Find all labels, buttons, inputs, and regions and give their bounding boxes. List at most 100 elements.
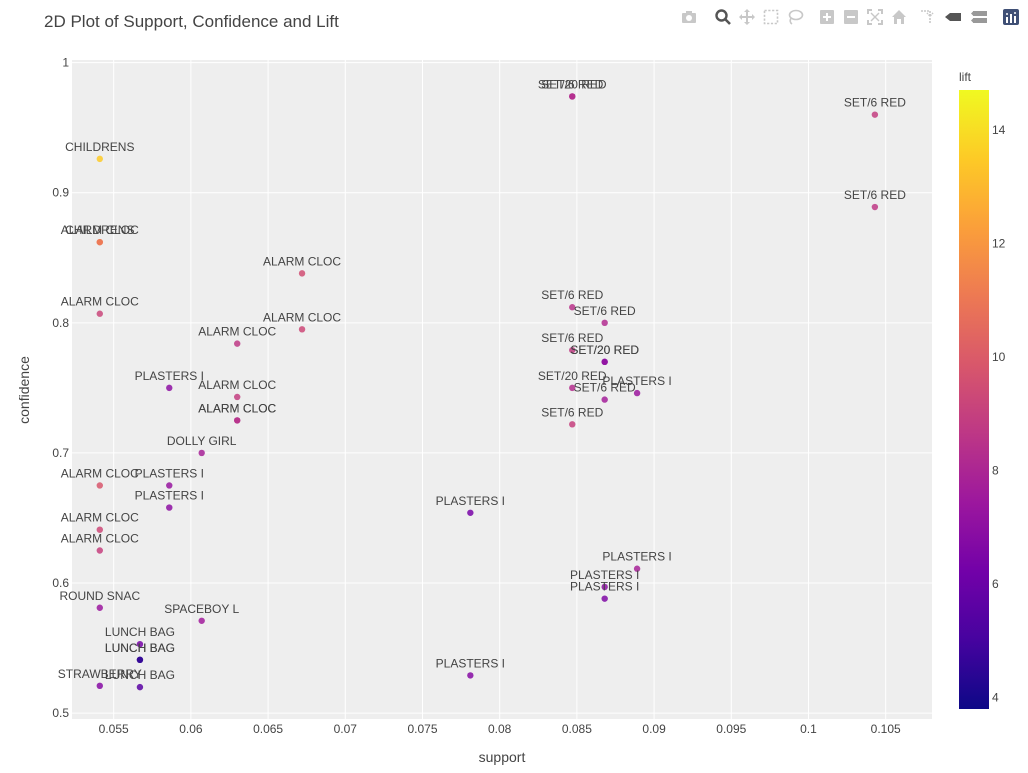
point-label: SET/6 RED	[574, 381, 636, 395]
point-label: PLASTERS I	[135, 489, 204, 503]
point-label: ROUND SNAC	[59, 589, 140, 603]
scatter-point[interactable]	[633, 565, 641, 572]
point-label: PLASTERS I	[570, 568, 639, 582]
scatter-point[interactable]	[96, 238, 103, 246]
point-label: SET/20 RED	[538, 77, 607, 91]
scatter-point[interactable]	[96, 547, 103, 554]
scatter-point[interactable]	[96, 155, 103, 163]
point-label: LUNCH BAG	[105, 641, 175, 655]
point-label: LUNCH BAG	[105, 668, 175, 682]
point-label: SET/6 RED	[541, 77, 603, 91]
scatter-point[interactable]	[136, 640, 144, 648]
point-label: SET/20 RED	[570, 343, 639, 357]
scatter-point[interactable]	[96, 310, 103, 317]
x-tick-label: 0.085	[562, 722, 592, 736]
camera-icon[interactable]	[680, 6, 700, 28]
point-label: CHILDRENS	[65, 223, 134, 237]
scatter-point[interactable]	[467, 672, 474, 679]
point-label: SET/6 RED	[844, 188, 906, 202]
scatter-point[interactable]	[569, 93, 576, 100]
point-label: PLASTERS I	[436, 494, 505, 508]
colorbar-tick-label: 14	[992, 123, 1006, 137]
scatter-point[interactable]	[198, 617, 205, 624]
point-label: PLASTERS I	[570, 580, 639, 594]
scatter-point[interactable]	[601, 595, 608, 602]
lasso-select-icon[interactable]	[786, 6, 806, 28]
x-tick-label: 0.08	[488, 722, 512, 736]
scatter-point[interactable]	[601, 358, 608, 366]
scatter-point[interactable]	[601, 583, 608, 591]
data-points[interactable]	[96, 93, 879, 691]
scatter-point[interactable]	[166, 384, 173, 392]
colorbar-tick-label: 12	[992, 236, 1006, 250]
scatter-point[interactable]	[96, 682, 103, 690]
point-label: SET/6 RED	[541, 331, 603, 345]
x-tick-label: 0.06	[179, 722, 203, 736]
y-tick-label: 0.9	[52, 186, 69, 200]
x-tick-label: 0.095	[716, 722, 746, 736]
y-axis-label: confidence	[16, 356, 32, 424]
zoom-in-icon[interactable]	[818, 6, 838, 28]
scatter-point[interactable]	[601, 396, 608, 403]
y-tick-label: 0.8	[52, 316, 69, 330]
scatter-point[interactable]	[166, 482, 173, 489]
point-label: ALARM CLOC	[263, 254, 341, 268]
scatter-point[interactable]	[298, 326, 306, 333]
scatter-point[interactable]	[569, 346, 576, 354]
x-tick-label: 0.055	[99, 722, 129, 736]
plot-area[interactable]	[72, 60, 932, 719]
zoom-icon[interactable]	[714, 6, 734, 28]
point-label: PLASTERS I	[135, 369, 204, 383]
reset-axes-icon[interactable]	[890, 6, 910, 28]
point-label: SET/6 RED	[574, 304, 636, 318]
scatter-point[interactable]	[871, 111, 879, 118]
scatter-point[interactable]	[234, 417, 241, 424]
point-label: PLASTERS I	[135, 466, 204, 480]
x-tick-label: 0.075	[407, 722, 437, 736]
point-label: ALARM CLOC	[61, 532, 139, 546]
point-label: SET/20 RED	[538, 369, 607, 383]
hover-compare-icon[interactable]	[970, 6, 990, 28]
scatter-point[interactable]	[166, 504, 173, 511]
point-label: ALARM CLOC	[61, 295, 139, 309]
scatter-point[interactable]	[569, 304, 576, 311]
grid-lines	[72, 60, 932, 719]
spike-lines-icon[interactable]	[918, 6, 938, 28]
scatter-point[interactable]	[871, 203, 879, 211]
zoom-out-icon[interactable]	[842, 6, 862, 28]
scatter-point[interactable]	[96, 482, 103, 489]
scatter-point[interactable]	[601, 319, 608, 327]
point-label: SET/6 RED	[541, 405, 603, 419]
point-label: SET/6 RED	[541, 288, 603, 302]
x-tick-label: 0.09	[642, 722, 666, 736]
scatter-point[interactable]	[96, 604, 103, 611]
pan-icon[interactable]	[738, 6, 758, 28]
scatter-point[interactable]	[234, 340, 241, 347]
chart-title: 2D Plot of Support, Confidence and Lift	[44, 12, 339, 31]
point-label: ALARM CLOC	[198, 401, 276, 415]
scatter-point[interactable]	[467, 509, 474, 516]
scatter-point[interactable]	[569, 421, 576, 428]
scatter-point[interactable]	[136, 683, 144, 691]
x-axis-label: support	[479, 749, 526, 765]
y-tick-label: 0.5	[52, 706, 69, 720]
colorbar-ticks: 4 6 8 10 12 14	[992, 123, 1006, 705]
scatter-point[interactable]	[198, 449, 205, 457]
scatter-point[interactable]	[234, 393, 241, 401]
box-select-icon[interactable]	[762, 6, 782, 28]
scatter-point[interactable]	[96, 526, 103, 533]
x-axis-ticks: 0.055 0.06 0.065 0.07 0.075 0.08 0.085 0.09 0.09…	[99, 722, 901, 736]
scatter-point[interactable]	[136, 656, 144, 664]
x-tick-label: 0.105	[871, 722, 901, 736]
scatter-point[interactable]	[298, 270, 306, 277]
scatter-point[interactable]	[633, 389, 641, 397]
autoscale-icon[interactable]	[866, 6, 886, 28]
point-label: ALARM CLOC	[198, 401, 276, 415]
plotly-logo-icon[interactable]	[1002, 6, 1022, 28]
scatter-point[interactable]	[569, 384, 576, 392]
hover-closest-icon[interactable]	[944, 6, 964, 28]
x-tick-label: 0.1	[800, 722, 817, 736]
point-label: SET/6 RED	[844, 96, 906, 110]
